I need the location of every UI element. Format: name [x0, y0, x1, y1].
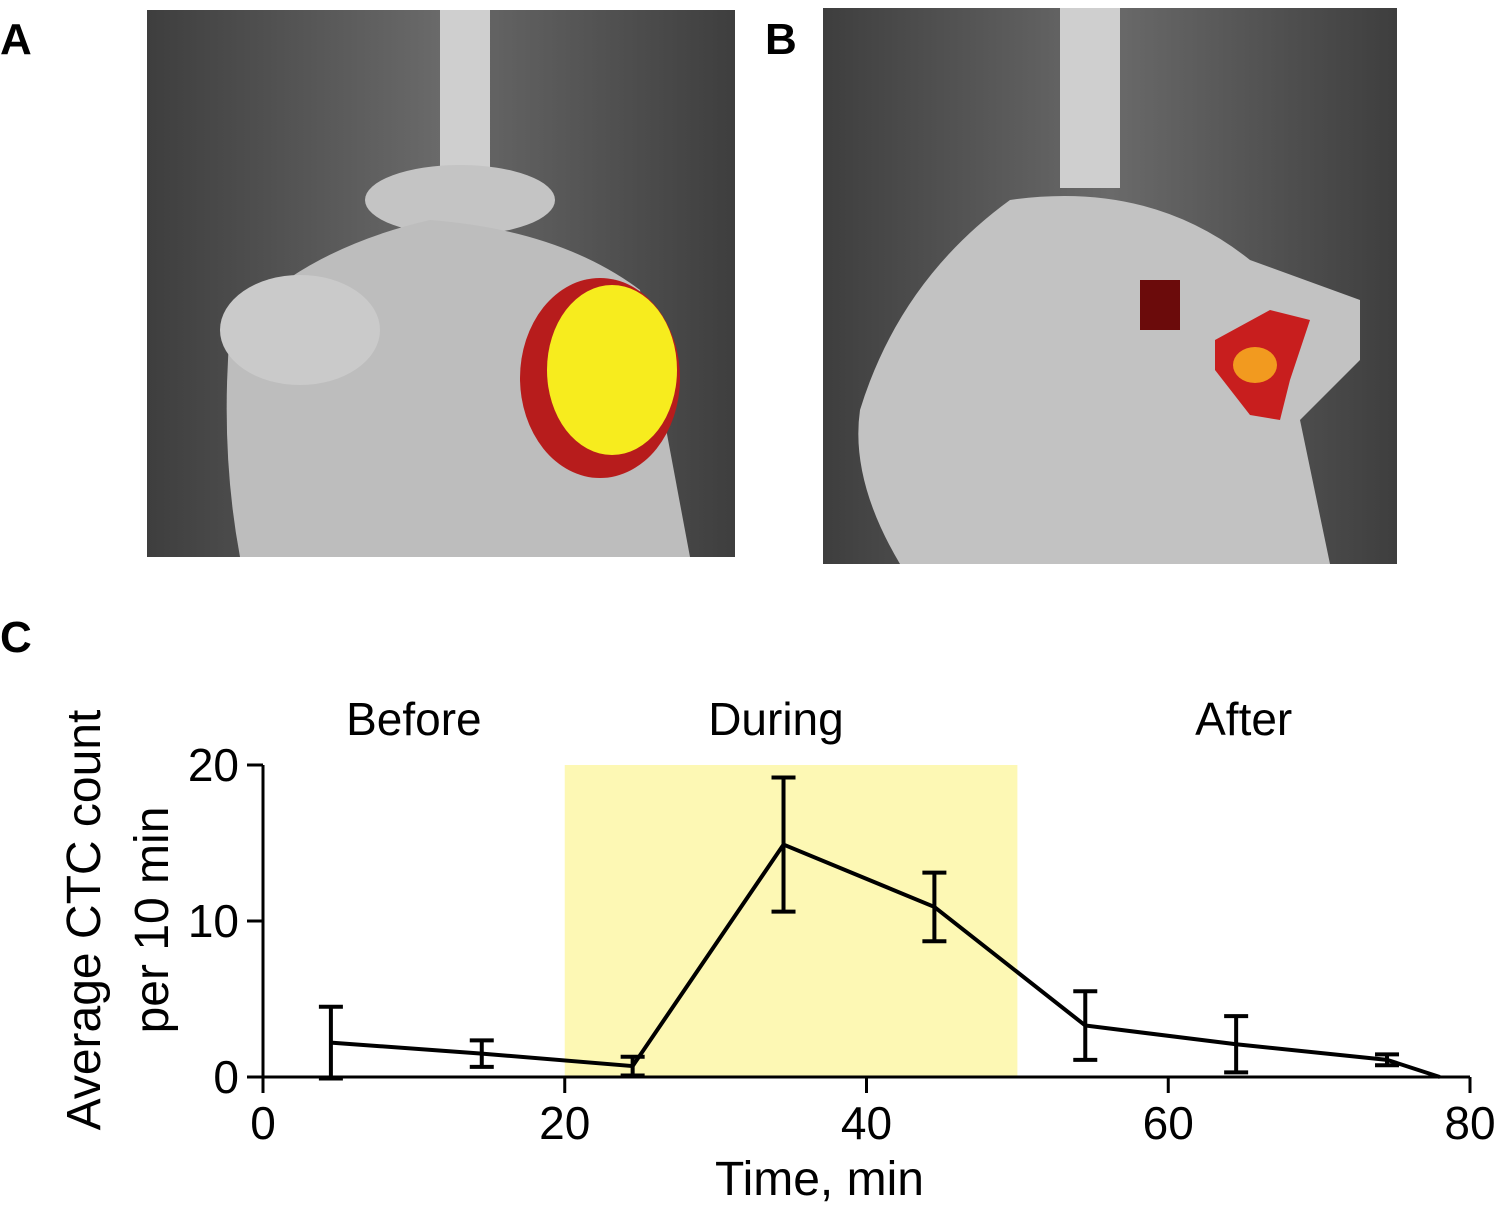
image-a [147, 10, 735, 557]
shaded-region [564, 765, 1018, 1077]
panel-label: B [765, 15, 797, 64]
y-axis-title: Average CTC count [58, 710, 111, 1131]
x-tick-label: 40 [841, 1097, 892, 1149]
error-bar [318, 1004, 343, 1081]
panel-label: A [0, 15, 32, 64]
y-tick-label: 20 [188, 739, 239, 791]
annotation: Before [346, 693, 482, 745]
x-tick-label: 20 [539, 1097, 590, 1149]
error-bar [922, 870, 947, 944]
chart: 0 10 20 0 20 40 60 80 Time, min Average CTC count… [58, 693, 1496, 1206]
image-b [823, 8, 1397, 564]
error-bar [771, 775, 796, 914]
annotation: During [708, 693, 844, 745]
x-tick-label: 80 [1444, 1097, 1495, 1149]
y-tick-label: 10 [188, 895, 239, 947]
x-tick-label: 0 [250, 1097, 276, 1149]
x-tick-label: 60 [1143, 1097, 1194, 1149]
panel-label: C [0, 613, 32, 662]
error-bar [1375, 1052, 1400, 1068]
x-axis-title: Time, min [715, 1153, 924, 1206]
error-bar [1073, 989, 1098, 1062]
y-axis-title: per 10 min [126, 807, 179, 1034]
annotation: After [1195, 693, 1292, 745]
error-bar [469, 1038, 494, 1069]
y-tick-label: 0 [213, 1051, 239, 1103]
error-bar [1224, 1014, 1249, 1075]
error-bar [620, 1054, 645, 1078]
